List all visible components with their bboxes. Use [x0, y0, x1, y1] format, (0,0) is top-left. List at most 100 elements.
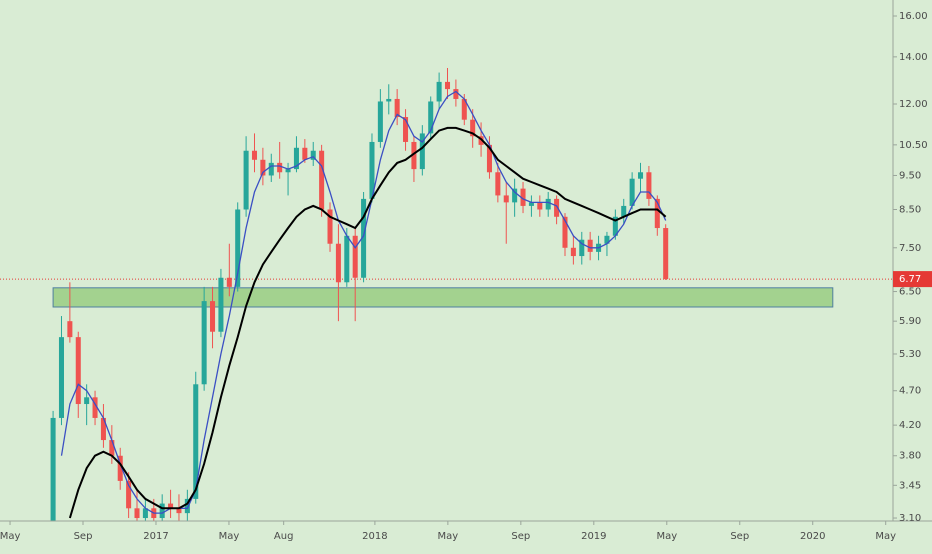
y-tick-label: 4.20: [899, 420, 921, 431]
x-tick-label: May: [0, 531, 20, 542]
candle-body: [428, 101, 434, 134]
last-price-label: 6.77: [899, 274, 921, 285]
candle-body: [495, 172, 501, 196]
candle-body: [126, 480, 132, 509]
candle-body: [436, 81, 442, 102]
candle-body: [512, 188, 518, 203]
candle-body: [201, 301, 207, 385]
y-tick-label: 14.00: [899, 52, 928, 63]
candle-body: [663, 228, 669, 280]
y-tick-label: 3.10: [899, 513, 921, 524]
candle-body: [302, 147, 308, 160]
x-tick-label: 2017: [143, 531, 168, 542]
candle-body: [92, 397, 98, 418]
y-tick-label: 4.70: [899, 386, 921, 397]
candle-body: [604, 235, 610, 244]
candle-body: [654, 198, 660, 229]
candle-body: [352, 235, 358, 278]
candle-body: [335, 243, 341, 283]
candle-body: [612, 216, 618, 236]
candle-body: [579, 239, 585, 257]
candle-body: [293, 147, 299, 170]
x-tick-label: Sep: [74, 531, 93, 542]
candle-body: [218, 277, 224, 332]
candle-body: [260, 159, 266, 176]
x-tick-label: Sep: [730, 531, 749, 542]
candle-body: [377, 101, 383, 142]
y-tick-label: 16.00: [899, 11, 928, 22]
y-tick-label: 9.50: [899, 170, 921, 181]
moving-average: [60, 90, 667, 514]
candle-body: [621, 205, 627, 217]
candle-body: [117, 455, 123, 481]
candle-body: [369, 141, 375, 199]
candle-body: [277, 162, 283, 173]
candle-body: [503, 195, 509, 203]
support-zone: [52, 287, 834, 308]
candle-body: [528, 202, 534, 206]
x-tick-label: May: [219, 531, 240, 542]
candle-body: [562, 216, 568, 248]
x-tick-label: 2019: [581, 531, 606, 542]
candle-body: [419, 133, 425, 170]
candle-body: [570, 247, 576, 257]
candle-body: [587, 239, 593, 252]
candle-body: [268, 162, 274, 176]
candle-body: [444, 81, 451, 90]
candle-body: [637, 172, 644, 179]
candle-body: [285, 169, 291, 173]
candle-body: [646, 172, 652, 199]
x-tick-label: May: [438, 531, 459, 542]
candle-body: [361, 198, 367, 278]
y-tick-label: 6.50: [899, 287, 921, 298]
candle-body: [310, 150, 316, 160]
candle-body: [520, 188, 526, 206]
candle-body: [100, 417, 106, 441]
y-tick-label: 10.50: [899, 140, 928, 151]
candle-body: [184, 498, 190, 514]
candle-body: [159, 503, 165, 519]
candle-body: [403, 117, 409, 142]
candle-body: [537, 202, 543, 210]
candle-body: [327, 209, 333, 244]
candle-body: [486, 144, 492, 173]
x-tick-label: Aug: [274, 531, 294, 542]
candle-body: [84, 397, 90, 405]
candle-body: [50, 417, 56, 521]
candle-body: [193, 384, 199, 499]
candle-body: [67, 321, 73, 338]
y-tick-label: 7.50: [899, 243, 921, 254]
y-tick-label: 8.50: [899, 204, 921, 215]
candle-body: [168, 503, 174, 509]
y-tick-label: 5.90: [899, 316, 921, 327]
plot-area: [0, 67, 893, 521]
candle-body: [210, 301, 216, 332]
candle-body: [58, 337, 64, 418]
candle-body: [319, 150, 325, 210]
candle-body: [453, 89, 459, 99]
candle-body: [411, 141, 417, 170]
candle-body: [142, 508, 148, 519]
candle-body: [75, 337, 81, 405]
x-tick-label: 2020: [800, 531, 825, 542]
candle-body: [478, 136, 484, 145]
candle-body: [470, 119, 476, 137]
axes: 3.10 3.45 3.80 4.20 4.70 5.30 5.90 6.50 7.50 8.50…: [0, 11, 932, 542]
candle-body: [176, 508, 182, 514]
y-tick-label: 12.00: [899, 99, 928, 110]
x-tick-label: 2018: [362, 531, 387, 542]
moving-average: [68, 126, 667, 519]
candle-body: [226, 277, 232, 287]
candle-body: [134, 508, 140, 519]
candle-body: [235, 209, 241, 287]
x-tick-label: Sep: [511, 531, 530, 542]
y-tick-label: 3.45: [899, 480, 921, 491]
candle-body: [386, 98, 392, 102]
x-tick-label: May: [656, 531, 677, 542]
candle-body: [109, 440, 115, 456]
candle-body: [554, 198, 560, 217]
y-tick-label: 3.80: [899, 451, 921, 462]
candle-body: [461, 98, 467, 120]
candle-body: [344, 235, 350, 283]
